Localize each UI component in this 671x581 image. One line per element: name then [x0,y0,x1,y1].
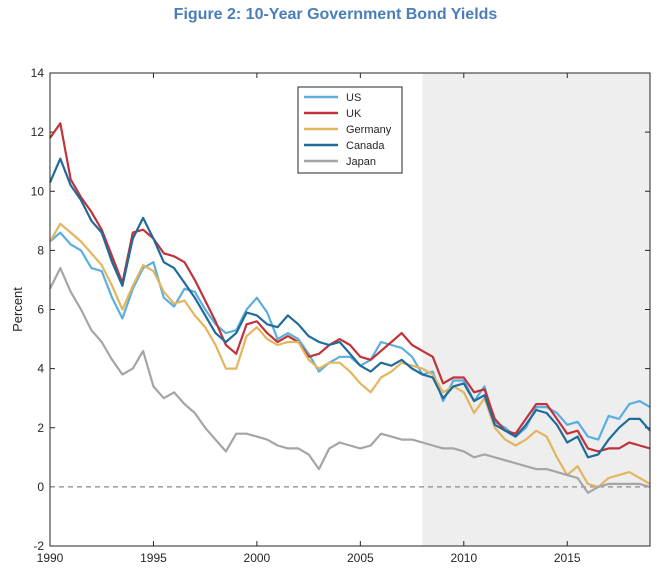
legend-label-canada: Canada [346,140,385,152]
x-tick-label: 2010 [450,551,477,565]
y-tick-label: 4 [37,362,44,376]
series-line-japan [49,267,651,494]
x-tick-label: 1990 [37,551,64,565]
y-tick-label: 12 [31,125,45,139]
x-tick-label: 2000 [244,551,271,565]
y-axis-ticks: -2 0 2 4 6 8 10 12 14 [31,66,650,553]
series-line-germany [49,222,651,488]
series-lines [48,122,651,494]
legend-label-japan: Japan [346,156,376,168]
legend-label-us: US [346,92,361,104]
x-axis-ticks: 1990 1995 2000 2005 2010 2015 [37,73,581,565]
legend: US UK Germany Canada Japan [297,86,403,174]
y-tick-label: 0 [37,480,44,494]
y-tick-label: 10 [31,184,45,198]
chart-title: Figure 2: 10-Year Government Bond Yields [173,6,498,23]
x-tick-label: 2015 [554,551,581,565]
legend-label-uk: UK [346,108,362,120]
y-tick-label: 14 [31,66,45,80]
x-tick-label: 2005 [347,551,374,565]
x-tick-label: 1995 [140,551,167,565]
plot-frame [49,72,651,547]
y-axis-label: Percent [10,287,25,332]
y-tick-label: 2 [37,421,44,435]
series-line-canada [48,157,651,459]
y-tick-label: 8 [37,243,44,257]
legend-label-germany: Germany [346,124,392,136]
series-line-uk [49,122,651,453]
y-tick-label: 6 [37,303,44,317]
shaded-region [422,73,650,546]
y-tick-label: -2 [33,539,44,553]
